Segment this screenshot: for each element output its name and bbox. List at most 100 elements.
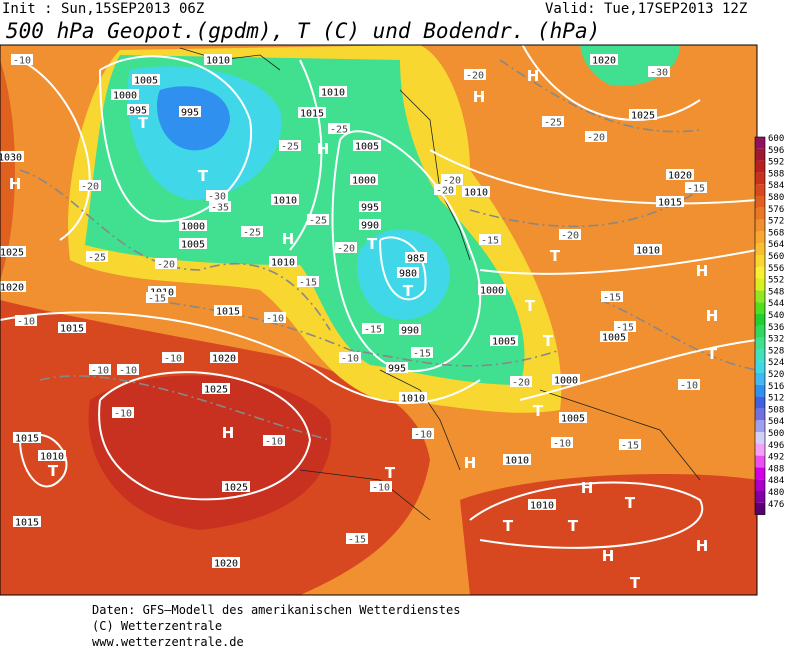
colorbar-label: 516 xyxy=(768,382,784,392)
isobar-label-box xyxy=(38,450,66,461)
isobar-label: 1015 xyxy=(15,434,39,445)
pressure-center: T xyxy=(568,517,579,535)
temperature-label-box xyxy=(328,123,350,134)
temperature-label-box xyxy=(206,190,228,201)
temperature-label-box xyxy=(279,140,301,151)
pressure-center: H xyxy=(696,262,709,280)
isobar-label-box xyxy=(202,383,230,394)
isobar-label: 980 xyxy=(399,269,417,280)
isobar-label: 1015 xyxy=(216,307,240,318)
pressure-center: H xyxy=(527,67,540,85)
isobar-label: 1005 xyxy=(492,337,516,348)
colorbar-label: 580 xyxy=(768,193,784,203)
isobar-label-box xyxy=(399,324,421,335)
temperature-label-box xyxy=(89,364,111,375)
temperature-label: -15 xyxy=(413,349,431,360)
isobar-label-box xyxy=(600,331,628,342)
isobar-label-box xyxy=(298,107,326,118)
temperature-label-box xyxy=(678,379,700,390)
colorbar-label: 484 xyxy=(768,476,784,486)
colorbar-swatch xyxy=(755,137,765,149)
temperature-label-box xyxy=(585,131,607,142)
isobar-label-box xyxy=(552,374,580,385)
temperature-label: -10 xyxy=(265,437,283,448)
isobar-label: 1020 xyxy=(212,354,236,365)
isobar-label: 990 xyxy=(401,326,419,337)
temperature-label: -10 xyxy=(13,56,31,67)
warm-area xyxy=(0,60,15,280)
isobar-label: 995 xyxy=(129,106,147,117)
temperature-label: -15 xyxy=(616,323,634,334)
temperature-label-box xyxy=(162,352,184,363)
colorbar-label: 568 xyxy=(768,228,784,238)
pressure-center: H xyxy=(602,547,615,565)
pressure-center: T xyxy=(403,282,414,300)
isobar-label-box xyxy=(179,220,207,231)
isobar-label: 1010 xyxy=(464,188,488,199)
colorbar-label: 528 xyxy=(768,346,784,356)
isobar-label: 1020 xyxy=(214,559,238,570)
colorbar-swatch xyxy=(755,172,765,185)
colorbar-label: 556 xyxy=(768,264,784,274)
colorbar-swatch xyxy=(755,408,765,421)
isobar-label-box xyxy=(359,219,381,230)
temperature-label-box xyxy=(559,229,581,240)
colorbar-label: 544 xyxy=(768,299,784,309)
colorbar-label: 600 xyxy=(768,134,784,144)
colorbar-swatch xyxy=(755,184,765,196)
isobar-label: 995 xyxy=(388,364,406,375)
valid-time: Valid: Tue,17SEP2013 12Z xyxy=(545,1,747,17)
temperature-label-box xyxy=(464,69,486,80)
temperature-label: -20 xyxy=(81,182,99,193)
colorbar-swatch xyxy=(755,396,765,409)
colorbar-swatch xyxy=(755,219,765,232)
colorbar-swatch xyxy=(755,455,765,468)
temperature-label: -15 xyxy=(687,184,705,195)
isobar-label: 1010 xyxy=(206,56,230,67)
pressure-center: T xyxy=(503,517,514,535)
isobar-label: 1005 xyxy=(602,333,626,344)
init-time: Init : Sun,15SEP2013 06Z xyxy=(2,1,204,17)
isobar-label-box xyxy=(0,151,24,162)
colorbar-label: 564 xyxy=(768,240,784,250)
temperature-label: -10 xyxy=(553,439,571,450)
isobar-label-box xyxy=(490,335,518,346)
colorbar-label: 596 xyxy=(768,146,784,156)
temperature-label: -20 xyxy=(587,133,605,144)
colorbar-swatch xyxy=(755,207,765,220)
temperature-label: -10 xyxy=(341,354,359,365)
isobar-label-box xyxy=(386,362,408,373)
isobar-label-box xyxy=(0,246,26,257)
isobar-label: 1030 xyxy=(0,153,22,164)
isobar-label-box xyxy=(179,238,207,249)
isobar-label-box xyxy=(397,267,419,278)
colorbar-swatch xyxy=(755,196,765,208)
isobar-label-box xyxy=(13,516,41,527)
temperature-label-box xyxy=(510,376,532,387)
colorbar-swatch xyxy=(755,325,765,338)
temperature-label-box xyxy=(307,214,329,225)
temperature-label-box xyxy=(297,276,319,287)
warm-core xyxy=(88,375,332,530)
isobar-label: 1000 xyxy=(181,222,205,233)
pressure-center: T xyxy=(385,464,396,482)
temperature-label: -30 xyxy=(650,68,668,79)
colorbar-label: 536 xyxy=(768,323,784,333)
temperature-label-box xyxy=(412,428,434,439)
colorbar-swatch xyxy=(755,290,765,303)
isobar-label: 1010 xyxy=(401,394,425,405)
colorbar-label: 500 xyxy=(768,429,784,439)
pressure-center: H xyxy=(222,424,235,442)
isobar-label: 1000 xyxy=(554,376,578,387)
temperature-label: -35 xyxy=(211,203,229,214)
pressure-center: H xyxy=(9,175,22,193)
isobar-label: 1025 xyxy=(0,248,24,259)
temperature-label: -25 xyxy=(88,253,106,264)
colorbar-swatch xyxy=(755,148,765,161)
isobar-label: 1020 xyxy=(0,283,24,294)
temperature-label: -25 xyxy=(281,142,299,153)
isobar-label: 1010 xyxy=(636,246,660,257)
colorbar-swatch xyxy=(755,432,765,444)
isobar-label: 1015 xyxy=(60,324,84,335)
